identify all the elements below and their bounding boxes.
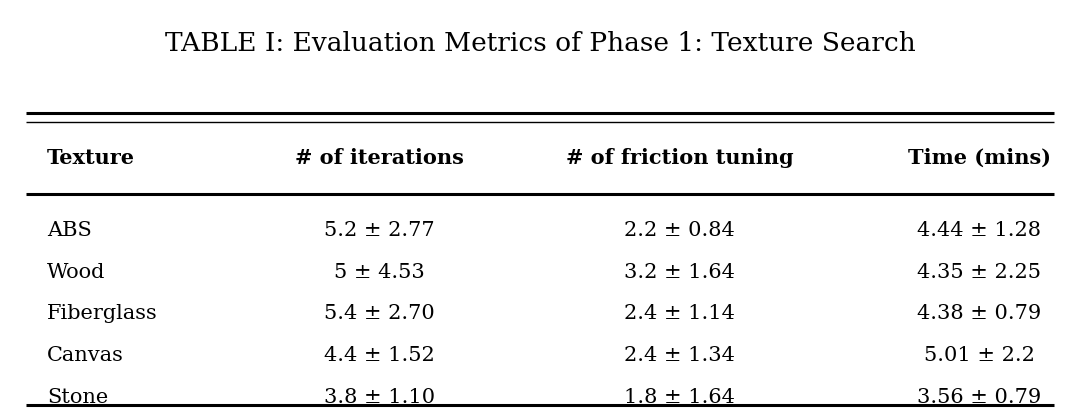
- Text: 3.56 ± 0.79: 3.56 ± 0.79: [917, 388, 1041, 407]
- Text: # of friction tuning: # of friction tuning: [566, 148, 793, 168]
- Text: 4.4 ± 1.52: 4.4 ± 1.52: [324, 346, 434, 365]
- Text: Wood: Wood: [48, 263, 106, 282]
- Text: # of iterations: # of iterations: [295, 148, 463, 168]
- Text: ABS: ABS: [48, 221, 92, 240]
- Text: 4.44 ± 1.28: 4.44 ± 1.28: [917, 221, 1041, 240]
- Text: Canvas: Canvas: [48, 346, 124, 365]
- Text: TABLE I: Evaluation Metrics of Phase 1: Texture Search: TABLE I: Evaluation Metrics of Phase 1: …: [164, 31, 916, 56]
- Text: 3.2 ± 1.64: 3.2 ± 1.64: [624, 263, 734, 282]
- Text: 5.2 ± 2.77: 5.2 ± 2.77: [324, 221, 434, 240]
- Text: 1.8 ± 1.64: 1.8 ± 1.64: [624, 388, 734, 407]
- Text: Texture: Texture: [48, 148, 135, 168]
- Text: Time (mins): Time (mins): [908, 148, 1051, 168]
- Text: 5 ± 4.53: 5 ± 4.53: [334, 263, 424, 282]
- Text: 2.2 ± 0.84: 2.2 ± 0.84: [624, 221, 734, 240]
- Text: 2.4 ± 1.34: 2.4 ± 1.34: [624, 346, 734, 365]
- Text: 2.4 ± 1.14: 2.4 ± 1.14: [624, 304, 734, 324]
- Text: Stone: Stone: [48, 388, 108, 407]
- Text: 4.38 ± 0.79: 4.38 ± 0.79: [917, 304, 1041, 324]
- Text: 4.35 ± 2.25: 4.35 ± 2.25: [917, 263, 1041, 282]
- Text: 3.8 ± 1.10: 3.8 ± 1.10: [324, 388, 435, 407]
- Text: 5.4 ± 2.70: 5.4 ± 2.70: [324, 304, 434, 324]
- Text: 5.01 ± 2.2: 5.01 ± 2.2: [924, 346, 1035, 365]
- Text: Fiberglass: Fiberglass: [48, 304, 158, 324]
